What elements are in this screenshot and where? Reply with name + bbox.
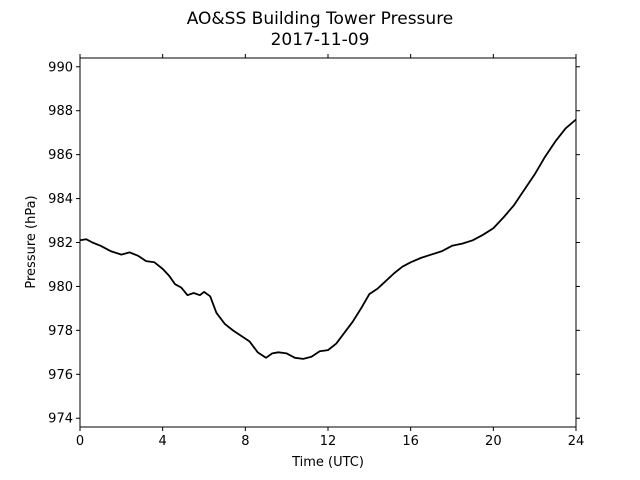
y-tick-label-976: 976 (48, 368, 73, 383)
chart-subtitle: 2017-11-09 (271, 30, 370, 50)
y-axis-label: Pressure (hPa) (24, 195, 39, 288)
y-tick-label-984: 984 (48, 192, 73, 207)
x-tick-label-20: 20 (485, 434, 502, 449)
x-tick-label-24: 24 (568, 434, 585, 449)
y-tick-label-990: 990 (48, 60, 73, 75)
plot-frame (79, 57, 577, 428)
x-tick-label-0: 0 (76, 434, 84, 449)
y-tick-label-978: 978 (48, 324, 73, 339)
series-line-0 (79, 118, 577, 360)
y-tick-label-980: 980 (48, 280, 73, 295)
x-tick-label-4: 4 (159, 434, 167, 449)
y-tick-label-974: 974 (48, 412, 73, 427)
y-tick-label-986: 986 (48, 148, 73, 163)
x-tick-label-16: 16 (402, 434, 419, 449)
x-tick-label-8: 8 (241, 434, 249, 449)
plot-area: 0 4 8 12 16 20 24 974 976 978 980 982 984 986 988 990 (48, 54, 584, 449)
y-tick-label-982: 982 (48, 236, 73, 251)
x-tick-label-12: 12 (320, 434, 337, 449)
x-axis-label: Time (UTC) (291, 455, 364, 470)
y-tick-label-988: 988 (48, 104, 73, 119)
chart-title: AO&SS Building Tower Pressure (187, 9, 454, 29)
